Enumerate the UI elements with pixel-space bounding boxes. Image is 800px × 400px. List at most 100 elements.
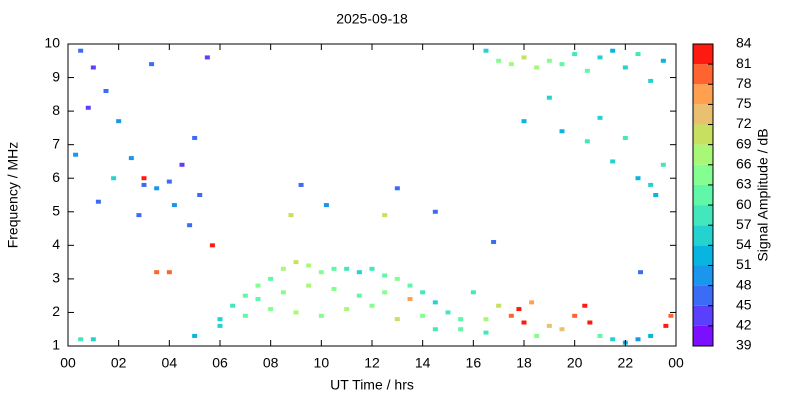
colorbar-bin: [693, 44, 713, 65]
signal-cell: [521, 55, 527, 60]
signal-cell: [90, 65, 96, 70]
colorbar-bin: [693, 225, 713, 246]
signal-cell: [306, 283, 312, 288]
signal-cell: [648, 333, 654, 338]
signal-cell: [78, 337, 84, 342]
colorbar-bin: [693, 265, 713, 286]
colorbar-tick-label: 63: [736, 176, 752, 192]
colorbar-frame: [692, 43, 714, 347]
colorbar-label: Signal Amplitude / dB: [755, 128, 771, 261]
colorbar-bin: [693, 164, 713, 185]
y-axis-label: Frequency / MHz: [5, 142, 21, 249]
colorbar-bin: [693, 124, 713, 145]
colorbar-tick-label: 78: [736, 75, 752, 91]
y-tick-label: 2: [52, 303, 60, 319]
signal-cell: [141, 182, 147, 187]
signal-cell: [653, 193, 659, 197]
colorbar-tick-label: 57: [736, 216, 752, 232]
signal-cell: [230, 303, 236, 308]
colorbar-bin: [693, 144, 713, 165]
signal-cell: [141, 176, 147, 181]
signal-cell: [572, 52, 578, 57]
signal-cell: [217, 317, 223, 322]
signal-cell: [166, 179, 172, 184]
signal-cell: [663, 323, 669, 328]
colorbar-tick-label: 48: [736, 276, 752, 292]
signal-cell: [660, 58, 666, 63]
signal-cell: [382, 213, 388, 218]
x-tick-label: 00: [668, 355, 684, 371]
colorbar-bin: [693, 245, 713, 266]
signal-cell: [635, 52, 641, 57]
colorbar-bin: [693, 84, 713, 105]
signal-cell: [660, 162, 666, 167]
signal-cell: [407, 283, 413, 288]
signal-cell: [432, 327, 438, 332]
signal-cell: [344, 307, 350, 312]
signal-cell: [90, 337, 96, 342]
signal-cell: [73, 152, 79, 157]
y-tick-label: 1: [52, 337, 60, 353]
colorbar-tick-label: 66: [736, 156, 752, 172]
signal-cell: [470, 290, 476, 295]
colorbar-tick-label: 60: [736, 196, 752, 212]
y-tick-label: 6: [52, 169, 60, 185]
colorbar-bin: [693, 184, 713, 206]
signal-cell: [534, 333, 540, 338]
signal-cell: [111, 176, 117, 181]
x-axis-label: UT Time / hrs: [330, 377, 414, 393]
signal-cell: [516, 307, 522, 312]
colorbar-tick-label: 75: [736, 95, 752, 111]
signal-cell: [204, 55, 210, 60]
signal-cell: [149, 62, 155, 67]
signal-cell: [369, 303, 375, 308]
signal-cell: [534, 65, 540, 70]
signal-cell: [483, 317, 489, 322]
signal-cell: [483, 48, 489, 53]
y-tick-label: 3: [52, 270, 60, 286]
x-tick-label: 02: [111, 355, 127, 371]
plot-frame: [67, 43, 677, 347]
x-tick-label: 08: [263, 355, 279, 371]
signal-cell: [572, 313, 578, 318]
signal-cell: [171, 203, 177, 208]
colorbar-bin: [693, 104, 713, 125]
signal-cell: [382, 273, 388, 278]
signal-cell: [154, 270, 160, 275]
signal-cell: [420, 290, 426, 295]
signal-cell: [546, 95, 552, 100]
colorbar-bin: [693, 64, 713, 85]
signal-cell: [597, 115, 603, 120]
colorbar-tick-label: 54: [736, 236, 752, 252]
signal-cell: [483, 330, 489, 335]
signal-cell: [559, 62, 565, 67]
x-tick-label: 06: [212, 355, 228, 371]
signal-cell: [445, 310, 451, 315]
signal-cell: [298, 182, 304, 187]
signal-cell: [546, 58, 552, 63]
signal-cell: [306, 263, 312, 268]
signal-cell: [318, 313, 324, 318]
signal-cell: [85, 105, 91, 110]
signal-cell: [268, 276, 274, 281]
signal-cell: [116, 119, 122, 124]
y-tick-label: 7: [52, 135, 60, 151]
signal-cell: [432, 209, 438, 214]
y-tick-label: 4: [52, 236, 60, 252]
chart-title: 2025-09-18: [336, 11, 408, 27]
signal-cell: [331, 266, 337, 271]
signal-cell: [95, 199, 101, 204]
signal-cell: [559, 327, 565, 332]
signal-cell: [369, 266, 375, 271]
signal-cell: [128, 156, 134, 161]
signal-cell: [318, 270, 324, 275]
signal-cell: [635, 176, 641, 181]
x-tick-label: 20: [567, 355, 583, 371]
signal-cell: [242, 293, 248, 298]
signal-cell: [255, 283, 261, 288]
signal-cell: [394, 276, 400, 281]
colorbar-bin: [693, 325, 713, 346]
colorbar-bin: [693, 305, 713, 326]
signal-cell: [584, 68, 590, 73]
signal-cell: [356, 270, 362, 275]
